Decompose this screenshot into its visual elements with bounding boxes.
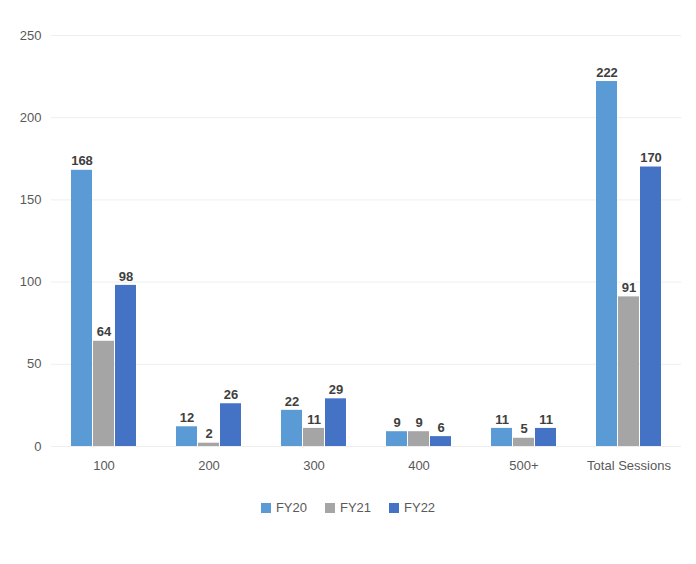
- html-text:FY21: FY21: [340, 500, 371, 515]
- svg-text:Total Sessions: Total Sessions: [587, 458, 671, 473]
- svg-text:170: 170: [640, 150, 662, 165]
- svg-text:64: 64: [97, 324, 112, 339]
- svg-text:2: 2: [205, 426, 212, 441]
- svg-text:5: 5: [520, 421, 527, 436]
- svg-text:22: 22: [285, 393, 299, 408]
- svg-text:11: 11: [495, 412, 509, 427]
- svg-text:9: 9: [415, 415, 422, 430]
- svg-text:100: 100: [20, 274, 42, 289]
- svg-text:100: 100: [93, 458, 115, 473]
- svg-text:9: 9: [393, 415, 400, 430]
- svg-text:29: 29: [329, 382, 343, 397]
- svg-text:26: 26: [224, 387, 238, 402]
- svg-text:0: 0: [34, 439, 41, 454]
- svg-text:11: 11: [307, 412, 321, 427]
- svg-text:91: 91: [622, 280, 636, 295]
- svg-text:98: 98: [119, 269, 133, 284]
- svg-text:150: 150: [20, 192, 42, 207]
- svg-text:250: 250: [20, 28, 42, 43]
- svg-text:200: 200: [20, 110, 42, 125]
- svg-text:500+: 500+: [509, 458, 538, 473]
- html-text:FY22: FY22: [404, 500, 436, 515]
- svg-text:222: 222: [596, 65, 618, 80]
- svg-text:50: 50: [27, 356, 41, 371]
- svg-text:11: 11: [539, 412, 553, 427]
- svg-text:400: 400: [408, 458, 430, 473]
- svg-text:300: 300: [303, 458, 325, 473]
- svg-text:200: 200: [198, 458, 220, 473]
- svg-text:168: 168: [71, 153, 93, 168]
- html-text:FY20: FY20: [275, 500, 307, 515]
- svg-text:6: 6: [437, 420, 444, 435]
- svg-text:12: 12: [180, 410, 194, 425]
